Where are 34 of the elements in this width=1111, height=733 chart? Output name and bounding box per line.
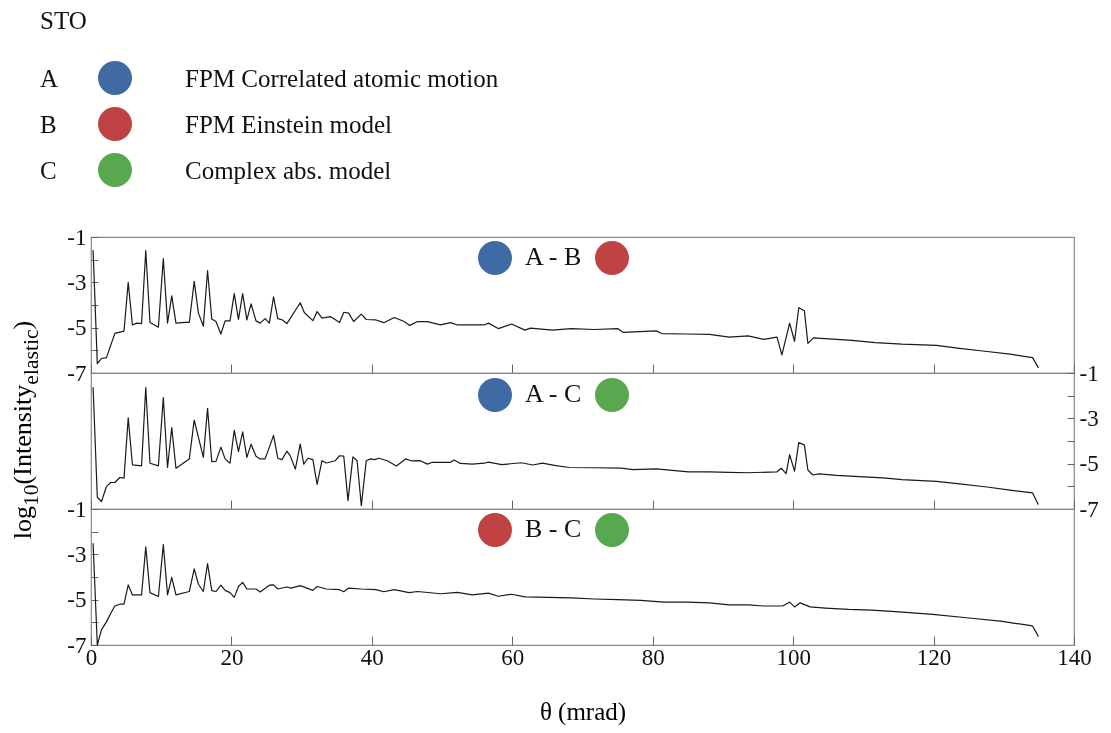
y-tick-label: -7 — [67, 360, 87, 386]
x-tick-label: 0 — [85, 644, 98, 670]
text: B — [40, 111, 57, 138]
chart-title: A - C — [525, 379, 582, 408]
y2-tick-label: -3 — [1079, 405, 1099, 431]
x-tick-label: 120 — [916, 644, 952, 670]
x-tick-label: 40 — [360, 644, 384, 670]
y2-tick-label: -5 — [1079, 451, 1099, 477]
y-tick-label: -5 — [67, 587, 87, 613]
y2-tick-label: -1 — [1079, 360, 1099, 386]
text: C — [40, 157, 57, 184]
y-tick-label: -1 — [67, 224, 87, 250]
line-series — [92, 543, 1039, 646]
line-series — [92, 386, 1039, 507]
chart-title: A - B — [525, 242, 582, 271]
line-series — [92, 250, 1039, 368]
text: STO — [40, 7, 87, 34]
text: Complex abs. model — [185, 157, 392, 184]
x-tick-label: 100 — [776, 644, 811, 670]
y-tick-label: -1 — [67, 496, 87, 522]
chart-title: B - C — [525, 514, 582, 543]
x-tick-label: 80 — [641, 644, 665, 670]
y-tick-label: -7 — [67, 632, 87, 658]
y-tick-label: -3 — [67, 541, 87, 567]
text: FPM Einstein model — [185, 111, 392, 138]
y-tick-label: -5 — [67, 315, 87, 341]
x-tick-label: 60 — [501, 644, 525, 670]
x-axis-title: θ (mrad) — [539, 697, 627, 726]
y-tick-label: -3 — [67, 269, 87, 295]
text: A — [40, 65, 59, 92]
y2-tick-label: -7 — [1079, 496, 1099, 522]
x-tick-label: 140 — [1057, 644, 1092, 670]
x-tick-label: 20 — [220, 644, 244, 670]
text: FPM Correlated atomic motion — [185, 65, 499, 92]
